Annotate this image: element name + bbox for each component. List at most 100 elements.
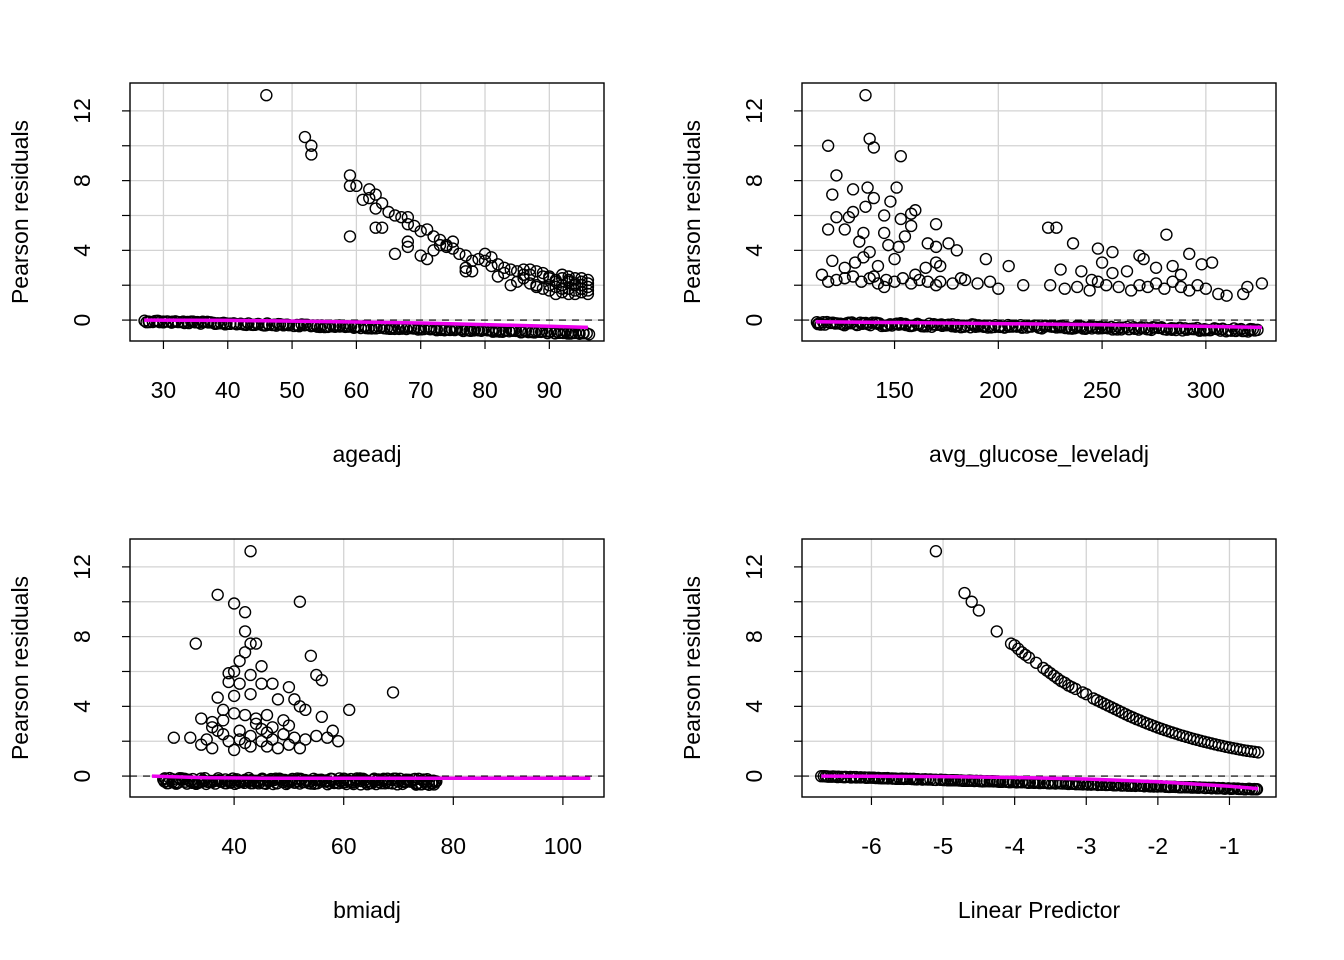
data-point (1194, 323, 1207, 336)
data-point (965, 595, 978, 608)
panel-1-xlabel: ageadj (332, 441, 401, 467)
data-point (1205, 256, 1219, 269)
data-point (386, 686, 400, 699)
data-point (921, 275, 934, 288)
data-point (568, 272, 582, 285)
data-point (523, 263, 537, 276)
data-point (510, 275, 524, 288)
data-point (249, 717, 263, 730)
data-point (894, 212, 907, 226)
data-point (369, 221, 382, 234)
data-point (271, 693, 285, 706)
data-point (821, 139, 835, 152)
data-point (983, 275, 997, 288)
data-point (205, 721, 219, 734)
data-point (498, 266, 511, 280)
y-tick-label: 0 (69, 314, 95, 327)
data-point (971, 277, 984, 290)
data-point (1166, 259, 1179, 273)
points-4 (814, 545, 1265, 796)
data-point (890, 772, 903, 786)
data-point (890, 181, 903, 194)
data-point (543, 279, 556, 292)
data-point (1133, 279, 1146, 292)
data-point (1241, 280, 1254, 294)
data-point (867, 141, 881, 154)
data-point (1199, 282, 1213, 295)
data-point (282, 738, 296, 751)
data-point (871, 259, 885, 273)
x-tick-label: 50 (279, 377, 305, 403)
data-point (826, 188, 839, 201)
x-tick-label: 40 (221, 833, 247, 859)
data-point (465, 265, 479, 278)
x-tick-label: 60 (344, 377, 370, 403)
data-point (414, 249, 427, 262)
data-point (189, 637, 202, 650)
plot-3: 40 60 80 100 0 4 8 12 (69, 538, 605, 859)
x-tick-label: 90 (537, 377, 563, 403)
plot-2: 150 200 250 300 0 4 8 12 (741, 82, 1277, 403)
data-point (453, 247, 466, 261)
data-point (244, 545, 257, 558)
data-point (1237, 287, 1250, 301)
data-point (298, 130, 312, 144)
data-point (485, 251, 498, 264)
x-tick-label: 100 (544, 833, 582, 859)
x-tick-label: -1 (1219, 833, 1239, 859)
data-point (1191, 279, 1204, 292)
data-point (1050, 221, 1063, 234)
data-point (184, 731, 197, 744)
data-point (293, 595, 307, 608)
data-point (830, 211, 843, 224)
y-tick-label: 12 (69, 554, 95, 580)
data-point (555, 285, 569, 299)
grid-2 (802, 83, 1276, 341)
data-point (504, 279, 517, 292)
data-point (1220, 289, 1233, 302)
data-point (562, 270, 575, 283)
x-tick-label: 60 (331, 833, 357, 859)
data-point (332, 735, 345, 748)
data-point (343, 230, 357, 243)
data-point (227, 597, 241, 610)
data-point (356, 193, 370, 206)
data-point (904, 207, 918, 220)
panel-4-ylabel: Pearson residuals (679, 576, 705, 760)
data-point (244, 740, 257, 753)
panel-avg-glucose-leveladj: Pearson residuals avg_glucose_leveladj (679, 120, 1149, 467)
data-point (950, 244, 964, 257)
data-point (1054, 263, 1067, 276)
data-point (216, 703, 230, 717)
data-point (921, 237, 934, 250)
data-point (504, 263, 517, 276)
data-point (1008, 639, 1021, 652)
data-point (842, 211, 856, 224)
data-point (523, 277, 537, 290)
data-point (315, 710, 328, 724)
data-point (430, 775, 443, 788)
data-point (859, 200, 872, 213)
panel-2-ylabel: Pearson residuals (679, 120, 705, 304)
data-point (238, 625, 252, 638)
data-point (1092, 322, 1105, 335)
data-point (315, 674, 328, 687)
plot-frame (129, 82, 605, 342)
data-point (826, 254, 839, 268)
data-point (1080, 687, 1093, 701)
data-point (342, 703, 356, 717)
data-point (562, 273, 575, 287)
x-tick-label: 40 (215, 377, 241, 403)
data-point (838, 223, 851, 236)
y-tick-label: 0 (69, 770, 95, 783)
data-point (867, 191, 881, 205)
data-point (838, 261, 851, 274)
data-point (459, 265, 472, 278)
data-point (446, 235, 460, 248)
y-tick-label: 8 (69, 174, 95, 187)
data-point (375, 221, 389, 234)
data-point (581, 277, 595, 290)
data-point (271, 741, 285, 755)
data-point (192, 316, 205, 329)
data-point (310, 729, 323, 743)
